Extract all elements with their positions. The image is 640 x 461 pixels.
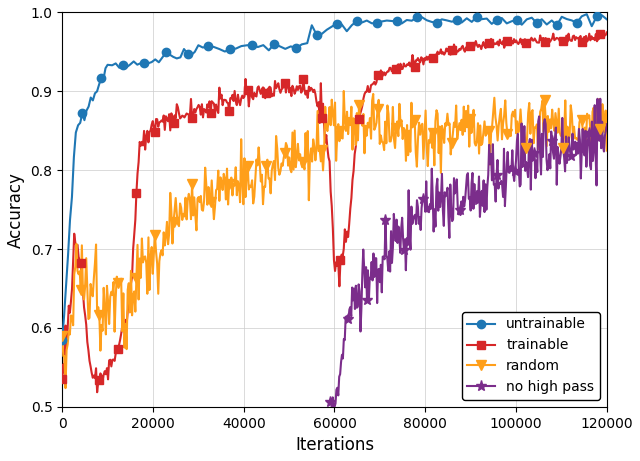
Y-axis label: Accuracy: Accuracy	[7, 171, 25, 248]
Legend: untrainable, trainable, random, no high pass: untrainable, trainable, random, no high …	[462, 312, 600, 400]
X-axis label: Iterations: Iterations	[295, 436, 374, 454]
